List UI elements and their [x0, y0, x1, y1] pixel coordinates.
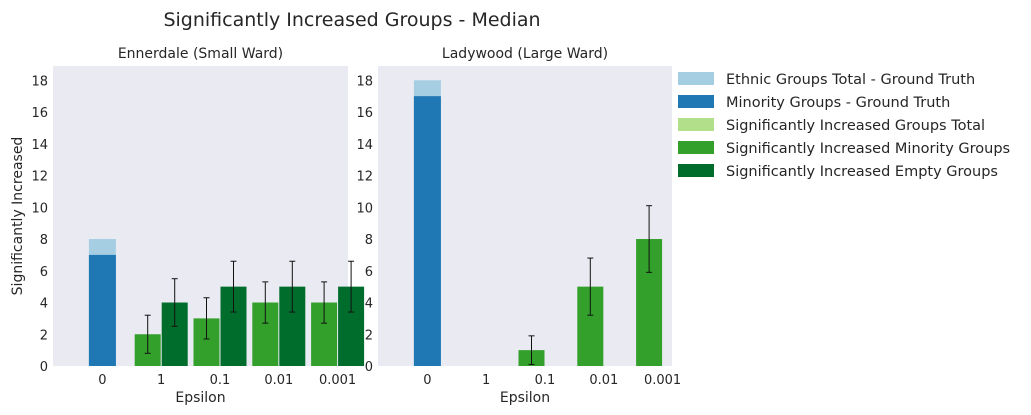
panel-ladywood: Ladywood (Large Ward) Epsilon 0246810121…: [356, 46, 681, 406]
y-tick-label: 4: [365, 297, 373, 312]
y-tick-label: 10: [31, 201, 48, 216]
y-tick-label: 0: [40, 360, 48, 375]
x-tick-label: 0: [423, 373, 431, 388]
legend-label-increased-empty: Significantly Increased Empty Groups: [726, 164, 998, 180]
y-tick-label: 18: [31, 74, 48, 89]
legend-swatch-increased-minority: [678, 141, 714, 154]
legend-swatch-ethnic-total: [678, 72, 714, 85]
x-tick-label: 1: [482, 373, 490, 388]
legend-swatch-increased-total: [678, 118, 714, 131]
legend-label-increased-total: Significantly Increased Groups Total: [726, 118, 985, 134]
y-tick-label: 2: [40, 328, 48, 343]
x-tick-label: 0.001: [319, 373, 356, 388]
y-tick-label: 2: [365, 328, 373, 343]
bars-ennerdale: [88, 239, 365, 366]
y-axis-label: Significantly Increased: [10, 137, 26, 296]
y-tick-label: 14: [31, 138, 48, 153]
legend-swatch-minority-truth: [678, 95, 714, 108]
panel-title-ennerdale: Ennerdale (Small Ward): [118, 46, 283, 62]
y-tick-label: 12: [31, 170, 48, 185]
y-ticks-ennerdale: 0 2 4 6 8 10 12 14 16 18: [31, 74, 48, 375]
bar-minority-ground-truth: [413, 96, 441, 367]
x-tick-label: 1: [157, 373, 165, 388]
bars-ladywood: [413, 80, 663, 367]
x-tick-label: 0: [98, 373, 106, 388]
legend-label-minority-truth: Minority Groups - Ground Truth: [726, 95, 950, 111]
y-tick-label: 6: [365, 265, 373, 280]
y-tick-label: 16: [356, 106, 373, 121]
y-tick-label: 6: [40, 265, 48, 280]
x-tick-label: 0.001: [644, 373, 681, 388]
panel-title-ladywood: Ladywood (Large Ward): [442, 46, 608, 62]
y-tick-label: 16: [31, 106, 48, 121]
x-tick-label: 0.01: [589, 373, 618, 388]
y-ticks-ladywood: 0 2 4 6 8 10 12 14 16 18: [356, 74, 373, 375]
y-tick-label: 10: [356, 201, 373, 216]
x-ticks-ladywood: 0 1 0.1 0.01 0.001: [423, 373, 681, 388]
legend: Ethnic Groups Total - Ground Truth Minor…: [678, 72, 1010, 180]
legend-swatch-increased-empty: [678, 164, 714, 177]
x-tick-label: 0.1: [210, 373, 231, 388]
x-axis-label-ennerdale: Epsilon: [175, 390, 225, 406]
x-tick-label: 0.1: [535, 373, 556, 388]
y-tick-label: 4: [40, 297, 48, 312]
panel-ennerdale: Ennerdale (Small Ward) Epsilon Significa…: [10, 46, 365, 406]
bar-minority-ground-truth: [88, 254, 116, 366]
figure-title: Significantly Increased Groups - Median: [163, 9, 540, 31]
y-tick-label: 8: [365, 233, 373, 248]
x-ticks-ennerdale: 0 1 0.1 0.01 0.001: [98, 373, 356, 388]
x-tick-label: 0.01: [264, 373, 293, 388]
y-tick-label: 12: [356, 170, 373, 185]
legend-label-ethnic-total: Ethnic Groups Total - Ground Truth: [726, 72, 975, 88]
x-axis-label-ladywood: Epsilon: [500, 390, 550, 406]
y-tick-label: 14: [356, 138, 373, 153]
y-tick-label: 8: [40, 233, 48, 248]
y-tick-label: 0: [365, 360, 373, 375]
y-tick-label: 18: [356, 74, 373, 89]
legend-label-increased-minority: Significantly Increased Minority Groups: [726, 141, 1010, 157]
